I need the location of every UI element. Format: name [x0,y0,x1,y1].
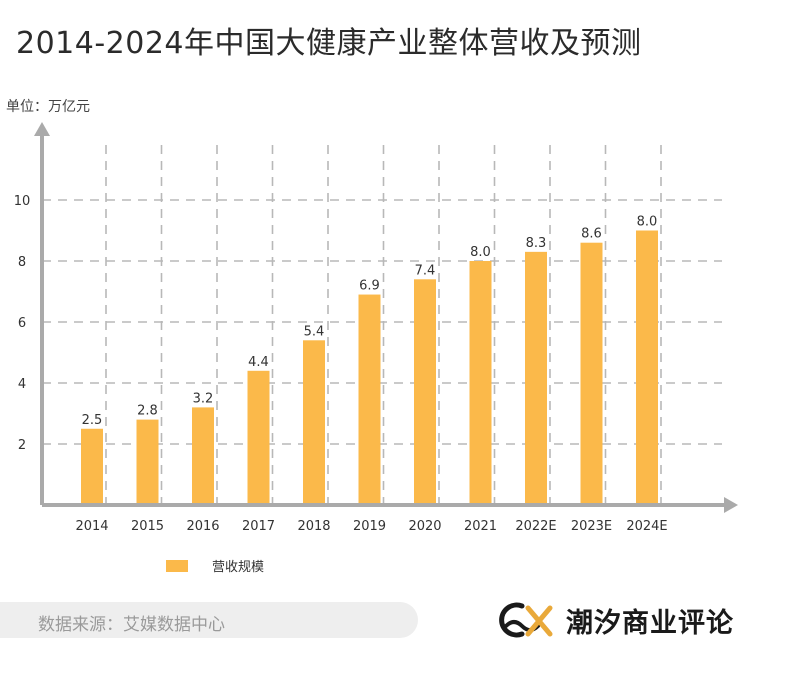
source-text: 数据来源：艾媒数据中心 [38,615,225,635]
bar-value-label: 8.3 [526,236,547,251]
y-axis-arrow [34,122,50,136]
source-bar: 数据来源：艾媒数据中心 [0,602,418,638]
bar [636,230,658,505]
x-tick-label: 2017 [242,519,275,534]
x-axis-arrow [724,497,738,513]
legend-swatch [166,559,188,572]
bar [525,251,547,505]
y-tick-label: 6 [18,316,26,331]
bar [469,261,492,505]
x-tick-label: 2019 [353,519,386,534]
bar-value-label: 2.5 [82,413,103,428]
unit-label: 单位：万亿元 [6,99,90,115]
x-tick-label: 2022E [515,519,556,534]
brand-logo-icon [499,602,553,638]
bar-value-label: 8.6 [581,227,602,242]
bar [136,419,159,505]
y-tick-label: 4 [18,377,26,392]
y-tick-label: 10 [14,194,31,209]
x-tick-label: 2016 [186,519,219,534]
bar-value-label: 6.9 [359,279,380,294]
bar-value-label: 8.0 [637,215,658,230]
legend: 营收规模 [166,556,264,575]
y-tick-label: 2 [18,438,26,453]
y-tick-label: 8 [18,255,26,270]
bar-value-label: 2.8 [137,404,158,419]
bar [81,428,103,505]
x-tick-label: 2020 [408,519,441,534]
x-tick-label: 2024E [626,519,667,534]
legend-label: 营收规模 [212,560,265,575]
bar [358,294,381,505]
bar [303,340,325,505]
x-tick-label: 2023E [571,519,612,534]
bar-value-label: 7.4 [415,263,436,278]
brand-name: 潮汐商业评论 [566,607,734,639]
bar [580,242,603,505]
x-tick-label: 2015 [131,519,164,534]
bar-value-label: 5.4 [304,324,325,339]
bar [414,279,436,505]
x-tick-label: 2014 [75,519,108,534]
bar [247,370,270,505]
brand: 潮汐商业评论 [498,598,734,642]
bar-value-label: 8.0 [470,245,491,260]
x-tick-label: 2021 [464,519,497,534]
x-tick-label: 2018 [297,519,330,534]
bar-value-label: 4.4 [248,355,269,370]
bar-value-label: 3.2 [193,391,214,406]
bar [192,407,214,505]
bar-chart: 2.5 2014 2.8 2015 3.2 2016 4.4 2017 5.4 2018 6.9 20… [14,122,738,534]
chart-title: 2014-2024年中国大健康产业整体营收及预测 [16,26,642,61]
